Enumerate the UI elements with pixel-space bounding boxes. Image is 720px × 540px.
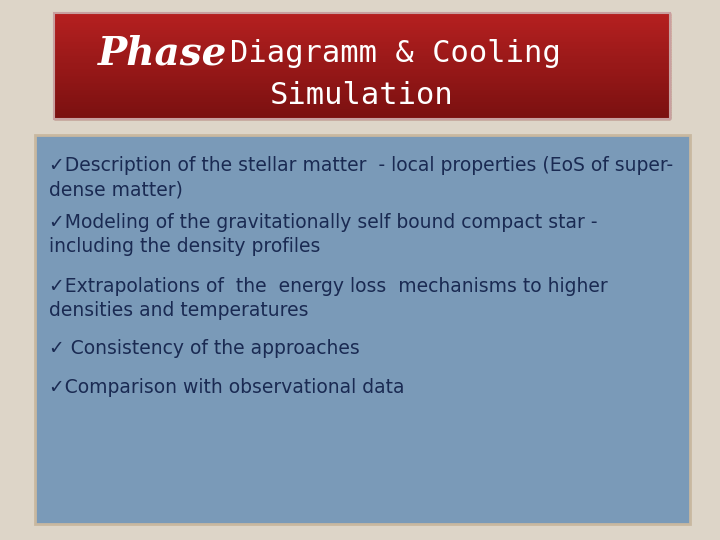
Bar <box>54 85 670 87</box>
Bar <box>54 68 670 70</box>
Bar <box>54 64 670 66</box>
Bar <box>54 24 670 26</box>
Bar <box>54 49 670 50</box>
Bar <box>54 33 670 35</box>
Bar <box>54 45 670 47</box>
Bar <box>54 21 670 22</box>
Bar <box>54 28 670 29</box>
Bar <box>54 36 670 38</box>
Bar <box>54 115 670 117</box>
Text: Simulation: Simulation <box>270 81 454 110</box>
Bar <box>54 14 670 15</box>
Bar <box>54 106 670 108</box>
Bar <box>54 40 670 42</box>
Bar <box>54 89 670 91</box>
Bar <box>54 108 670 110</box>
Bar <box>54 92 670 94</box>
Bar <box>54 15 670 17</box>
Bar <box>54 14 670 119</box>
Bar <box>54 56 670 57</box>
Text: ✓Description of the stellar matter  - local properties (EoS of super-
dense matt: ✓Description of the stellar matter - loc… <box>49 157 673 200</box>
Text: Diagramm & Cooling: Diagramm & Cooling <box>230 39 561 68</box>
Bar <box>54 17 670 19</box>
Bar <box>54 73 670 75</box>
Bar <box>54 82 670 84</box>
Bar <box>54 75 670 77</box>
Bar <box>54 103 670 105</box>
Bar <box>54 78 670 80</box>
Bar <box>54 31 670 33</box>
Bar <box>54 87 670 89</box>
Text: ✓Modeling of the gravitationally self bound compact star -
including the density: ✓Modeling of the gravitationally self bo… <box>49 213 598 256</box>
Bar <box>54 105 670 106</box>
Bar <box>54 43 670 45</box>
Bar <box>54 52 670 54</box>
Bar <box>54 38 670 40</box>
Bar <box>54 35 670 36</box>
Bar <box>54 42 670 43</box>
Bar <box>54 102 670 103</box>
Text: ✓Extrapolations of  the  energy loss  mechanisms to higher
densities and tempera: ✓Extrapolations of the energy loss mecha… <box>49 277 608 320</box>
Bar <box>54 113 670 115</box>
Bar <box>54 61 670 63</box>
Bar <box>35 135 690 524</box>
Bar <box>54 117 670 119</box>
Bar <box>54 71 670 73</box>
Bar <box>54 70 670 71</box>
Bar <box>54 57 670 59</box>
Bar <box>54 110 670 112</box>
Bar <box>54 63 670 64</box>
Bar <box>54 29 670 31</box>
Bar <box>54 84 670 85</box>
Bar <box>54 96 670 98</box>
Bar <box>54 47 670 49</box>
Bar <box>54 94 670 96</box>
Bar <box>54 19 670 21</box>
Text: Phase: Phase <box>97 35 227 72</box>
Text: ✓Comparison with observational data: ✓Comparison with observational data <box>49 378 405 397</box>
Bar <box>54 98 670 99</box>
Bar <box>54 77 670 78</box>
Text: ✓ Consistency of the approaches: ✓ Consistency of the approaches <box>49 339 360 358</box>
Bar <box>54 50 670 52</box>
Bar <box>54 26 670 28</box>
Bar <box>54 112 670 113</box>
Bar <box>54 66 670 68</box>
Bar <box>54 54 670 56</box>
Bar <box>54 22 670 24</box>
Bar <box>54 80 670 82</box>
Bar <box>54 91 670 92</box>
Bar <box>54 59 670 61</box>
Bar <box>54 99 670 101</box>
